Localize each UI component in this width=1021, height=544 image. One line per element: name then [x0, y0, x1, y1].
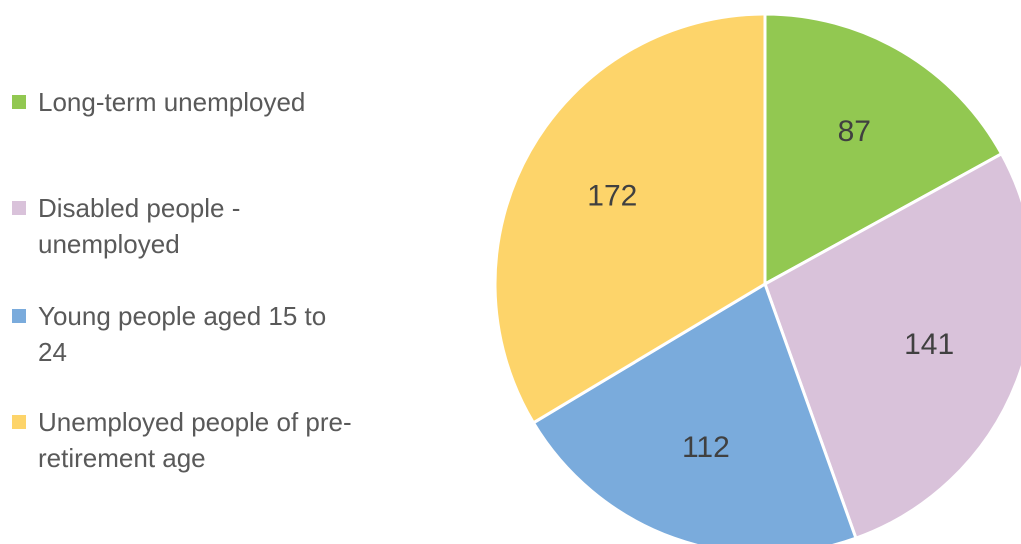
legend-label: Disabled people - unemployed	[38, 193, 241, 259]
legend-label: Unemployed people of pre-retirement age	[38, 407, 352, 473]
legend-swatch	[12, 95, 26, 109]
pie-slice	[493, 12, 767, 425]
data-label: 87	[838, 115, 871, 148]
legend-item: Unemployed people of pre-retirement age	[12, 404, 372, 476]
legend-label: Young people aged 15 to 24	[38, 301, 327, 367]
data-label: 112	[682, 431, 730, 464]
legend-swatch	[12, 415, 26, 429]
legend-label: Long-term unemployed	[38, 87, 306, 117]
pie-slice	[763, 151, 1021, 541]
data-label: 141	[904, 328, 954, 361]
legend-item: Young people aged 15 to 24	[12, 298, 372, 370]
legend-item: Long-term unemployed	[12, 84, 372, 120]
legend-swatch	[12, 201, 26, 215]
pie-slice	[763, 12, 1004, 287]
legend-swatch	[12, 309, 26, 323]
pie-slice	[531, 281, 858, 544]
data-label: 172	[587, 179, 637, 212]
legend-item: Disabled people - unemployed	[12, 190, 372, 262]
